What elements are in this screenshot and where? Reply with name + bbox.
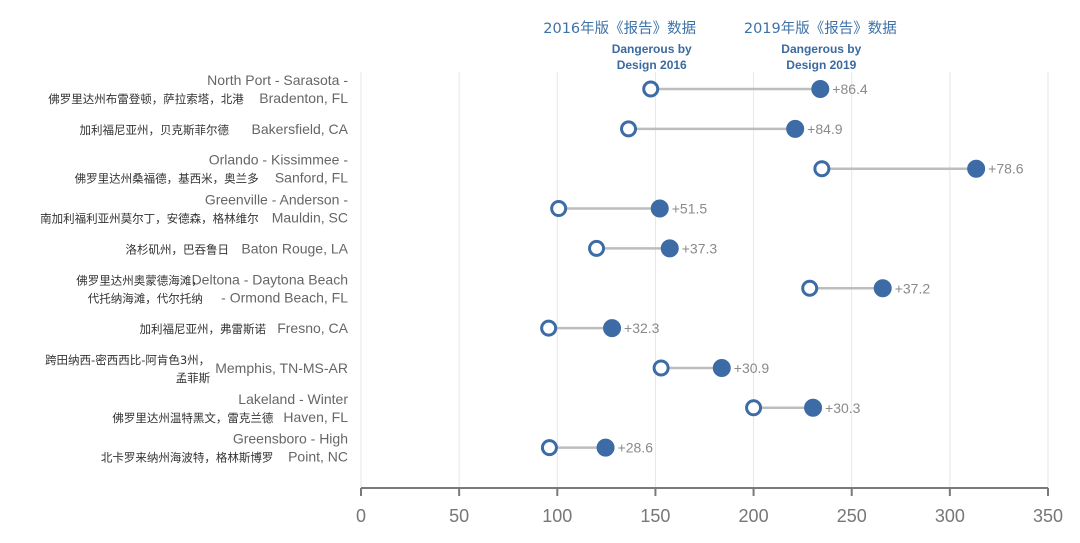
- x-tick-label: 250: [837, 506, 867, 526]
- marker-2016: [801, 279, 819, 297]
- marker-2019: [712, 358, 731, 377]
- row-label-en: Lakeland - Winter: [238, 391, 348, 407]
- delta-label: +37.3: [682, 240, 718, 256]
- legend-2016-cn: 2016年版《报告》数据: [543, 20, 696, 37]
- data-row: Bakersfield, CA 加利福尼亚州，贝克斯菲尔德 +84.9: [80, 119, 843, 138]
- row-label-cn: 孟菲斯: [176, 371, 211, 385]
- marker-2019: [650, 199, 669, 218]
- row-label-en: Greensboro - High: [233, 431, 348, 447]
- data-row: Greenville - Anderson - Mauldin, SC 南加利福利亚…: [40, 192, 707, 226]
- x-tick-label: 0: [356, 506, 366, 526]
- marker-2019: [804, 398, 823, 417]
- x-tick-label: 300: [935, 506, 965, 526]
- row-label-en: Mauldin, SC: [272, 210, 348, 226]
- row-label-en: Point, NC: [288, 449, 348, 465]
- delta-label: +28.6: [618, 440, 654, 456]
- row-label-en: Orlando - Kissimmee -: [209, 152, 349, 168]
- row-label-cn: 跨田纳西-密西西比-阿肯色3州，: [45, 353, 210, 367]
- row-label-cn: 加利福尼亚州，贝克斯菲尔德: [80, 123, 230, 137]
- row-label-en: Memphis, TN-MS-AR: [215, 360, 348, 376]
- marker-2016: [550, 200, 568, 218]
- marker-2016: [588, 239, 606, 257]
- marker-2016: [745, 399, 763, 417]
- marker-2019: [660, 239, 679, 258]
- marker-2019: [873, 279, 892, 298]
- row-label-en: North Port - Sarasota -: [207, 72, 348, 88]
- marker-2019: [596, 438, 615, 457]
- x-tick-label: 100: [542, 506, 572, 526]
- row-label-cn: 佛罗里达州桑福德，基西米，奥兰多: [75, 172, 259, 186]
- grid-lines: [360, 72, 1049, 488]
- delta-label: +51.5: [672, 201, 708, 217]
- row-label-en: Baton Rouge, LA: [241, 240, 348, 256]
- row-label-en: Fresno, CA: [277, 320, 348, 336]
- row-label-cn: 洛杉矶州，巴吞鲁日: [126, 242, 230, 256]
- row-label-en: Deltona - Daytona Beach: [192, 271, 348, 287]
- data-row: Fresno, CA 加利福尼亚州，弗雷斯诺 +32.3: [140, 319, 660, 338]
- data-row: North Port - Sarasota - Bradenton, FL 佛罗里达…: [48, 72, 868, 106]
- legend-2019-en-line1: Dangerous by: [781, 42, 861, 56]
- x-tick-label: 350: [1033, 506, 1063, 526]
- marker-2016: [540, 319, 558, 337]
- data-row: Baton Rouge, LA 洛杉矶州，巴吞鲁日 +37.3: [126, 239, 718, 258]
- x-axis: 0 50 100 150 200 250 300 350: [356, 487, 1063, 526]
- x-tick-label: 200: [739, 506, 769, 526]
- data-rows: North Port - Sarasota - Bradenton, FL 佛罗里达…: [40, 72, 1024, 465]
- marker-2016: [540, 439, 558, 457]
- legend-2016-en-line1: Dangerous by: [612, 42, 692, 56]
- marker-2019: [811, 80, 830, 98]
- x-tick-label: 50: [449, 506, 469, 526]
- legend-2019-cn: 2019年版《报告》数据: [744, 20, 897, 37]
- delta-label: +37.2: [895, 280, 931, 296]
- row-label-cn: 代托纳海滩，代尔托纳: [88, 291, 203, 305]
- row-label-en: Haven, FL: [283, 409, 348, 425]
- delta-label: +30.9: [734, 360, 770, 376]
- legend: 2016年版《报告》数据 Dangerous by Design 2016 20…: [543, 20, 896, 72]
- marker-2016: [652, 359, 670, 377]
- row-label-cn: 南加利福利亚州莫尔丁，安德森，格林维尔: [40, 212, 259, 226]
- legend-2016-en-line2: Design 2016: [617, 58, 687, 72]
- delta-label: +86.4: [832, 81, 868, 97]
- row-label-cn: 佛罗里达州温特黑文，雷克兰德: [112, 411, 273, 425]
- row-label-cn: 佛罗里达州布雷登顿，萨拉索塔，北港: [48, 92, 244, 106]
- marker-2016: [620, 120, 638, 138]
- data-row: Orlando - Kissimmee - Sanford, FL 佛罗里达州桑福德…: [75, 152, 1024, 186]
- data-row: Lakeland - Winter Haven, FL 佛罗里达州温特黑文，雷克兰德…: [112, 391, 860, 425]
- delta-label: +78.6: [988, 161, 1024, 177]
- data-row: Memphis, TN-MS-AR 跨田纳西-密西西比-阿肯色3州， 孟菲斯 +30.…: [45, 353, 769, 385]
- marker-2019: [603, 319, 622, 338]
- data-row: Greensboro - High Point, NC 北卡罗来纳州海波特，格林斯博…: [101, 431, 653, 465]
- row-label-en: Sanford, FL: [275, 170, 348, 186]
- delta-label: +32.3: [624, 320, 660, 336]
- marker-2016: [642, 80, 660, 98]
- delta-label: +30.3: [825, 400, 861, 416]
- row-label-en: - Ormond Beach, FL: [221, 289, 348, 305]
- legend-2019-en-line2: Design 2019: [786, 58, 856, 72]
- row-label-cn: 加利福尼亚州，弗雷斯诺: [140, 322, 267, 336]
- row-label-en: Greenville - Anderson -: [205, 192, 349, 208]
- row-label-cn: 北卡罗来纳州海波特，格林斯博罗: [101, 451, 274, 465]
- delta-label: +84.9: [807, 121, 843, 137]
- row-label-cn: 佛罗里达州奥蒙德海滩，: [76, 273, 203, 287]
- marker-2016: [813, 160, 831, 178]
- data-row: Deltona - Daytona Beach - Ormond Beach, F…: [76, 271, 930, 305]
- marker-2019: [786, 119, 805, 138]
- marker-2019: [967, 159, 986, 178]
- row-label-en: Bakersfield, CA: [252, 121, 349, 137]
- row-label-en: Bradenton, FL: [259, 90, 348, 106]
- x-tick-label: 150: [640, 506, 670, 526]
